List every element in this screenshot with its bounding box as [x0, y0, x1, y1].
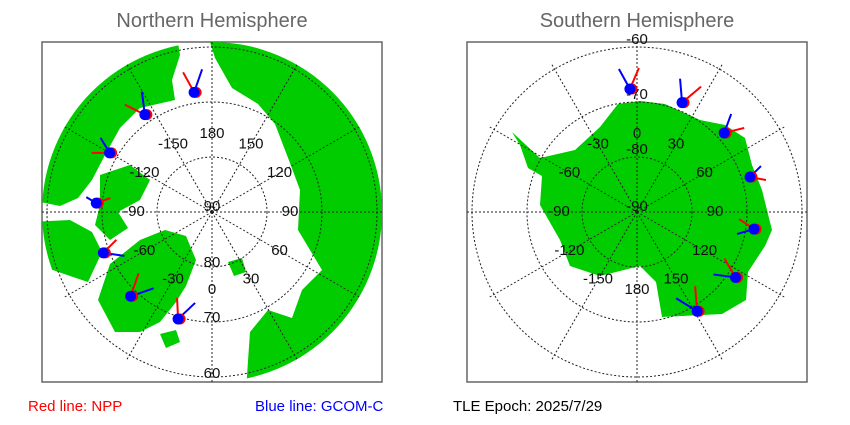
latitude-label: -60: [626, 31, 648, 48]
longitude-label: 150: [663, 271, 688, 288]
gcom-c-position-dot: [139, 109, 151, 121]
canadian-archipelago-land: [95, 165, 150, 240]
satellite-pass-marker: [676, 78, 702, 109]
longitude-label: -60: [134, 242, 156, 259]
latitude-label: 90: [204, 198, 221, 215]
longitude-line: [636, 126, 785, 213]
longitude-label: 90: [707, 203, 724, 220]
longitude-label: -120: [554, 242, 584, 259]
latitude-label: 80: [204, 254, 221, 271]
gcom-c-position-dot: [748, 223, 760, 235]
longitude-label: 0: [633, 125, 641, 142]
longitude-label: 150: [238, 135, 263, 152]
longitude-label: 120: [692, 242, 717, 259]
longitude-label: 120: [267, 164, 292, 181]
north-satellite-passes: [85, 69, 204, 325]
satellite-pass-marker: [124, 91, 153, 121]
longitude-label: 60: [271, 242, 288, 259]
gcom-c-position-dot: [744, 171, 756, 183]
longitude-label: -30: [587, 135, 609, 152]
longitude-label: -150: [583, 271, 613, 288]
longitude-label: 30: [668, 135, 685, 152]
longitude-label: -120: [129, 164, 159, 181]
longitude-line: [211, 211, 360, 298]
south-graticule: [467, 42, 807, 382]
satellite-pass-marker: [172, 297, 196, 325]
south-title: Southern Hemisphere: [539, 10, 735, 32]
satellite-pass-marker: [85, 196, 111, 209]
longitude-line: [636, 211, 785, 298]
longitude-label: 30: [243, 271, 260, 288]
longitude-label: -90: [123, 203, 145, 220]
longitude-line: [636, 64, 723, 213]
gcom-c-position-dot: [676, 97, 688, 109]
gcom-c-position-dot: [624, 83, 636, 95]
longitude-line: [551, 211, 638, 360]
longitude-label: -150: [158, 135, 188, 152]
tle-epoch: TLE Epoch: 2025/7/29: [453, 398, 603, 415]
latitude-label: -90: [626, 198, 648, 215]
gcom-c-position-dot: [718, 127, 730, 139]
longitude-label: -30: [162, 271, 184, 288]
gcom-c-position-dot: [729, 271, 741, 283]
latitude-circle: [156, 156, 268, 268]
gcom-c-position-dot: [172, 313, 184, 325]
latitude-label: -80: [626, 141, 648, 158]
longitude-line: [489, 126, 638, 213]
latitude-label: 60: [204, 365, 221, 382]
longitude-line: [126, 211, 213, 360]
longitude-label: 180: [624, 281, 649, 298]
longitude-line: [211, 211, 298, 360]
longitude-label: -90: [548, 203, 570, 220]
longitude-line: [126, 64, 213, 213]
south-satellite-passes: [618, 67, 767, 317]
satellite-pass-marker: [125, 272, 154, 302]
legend-gcom-c: Blue line: GCOM-C: [255, 398, 384, 415]
longitude-label: 60: [696, 164, 713, 181]
north-graticule: [42, 42, 382, 382]
satellite-pass-marker: [718, 113, 745, 139]
satellite-pass-marker: [675, 286, 705, 317]
gcom-c-position-dot: [691, 305, 703, 317]
north-title: Northern Hemisphere: [116, 10, 308, 32]
gcom-c-position-dot: [104, 147, 116, 159]
longitude-line: [211, 126, 360, 213]
satellite-pass-marker: [97, 239, 125, 259]
satellite-pass-marker: [182, 69, 204, 98]
longitude-label: 180: [199, 125, 224, 142]
gcom-c-position-dot: [97, 247, 109, 259]
longitude-label: -60: [559, 164, 581, 181]
gcom-c-position-dot: [188, 86, 200, 98]
longitude-line: [636, 211, 723, 360]
latitude-label: 70: [204, 309, 221, 326]
eurasia-land: [210, 42, 382, 382]
gcom-c-position-dot: [90, 197, 102, 209]
gcom-c-position-dot: [125, 290, 137, 302]
iceland-land: [160, 330, 180, 348]
longitude-line: [551, 64, 638, 213]
satellite-pass-marker: [736, 218, 762, 236]
latitude-circle: [581, 156, 693, 268]
longitude-line: [64, 126, 213, 213]
satellite-pass-marker: [713, 257, 743, 283]
satellite-pass-marker: [744, 165, 767, 183]
longitude-line: [64, 211, 213, 298]
longitude-label: 90: [282, 203, 299, 220]
satellite-pass-marker: [91, 137, 118, 159]
longitude-line: [211, 64, 298, 213]
satellite-pass-marker: [618, 67, 640, 95]
longitude-label: 0: [208, 281, 216, 298]
longitude-line: [489, 211, 638, 298]
legend-npp: Red line: NPP: [28, 398, 123, 415]
